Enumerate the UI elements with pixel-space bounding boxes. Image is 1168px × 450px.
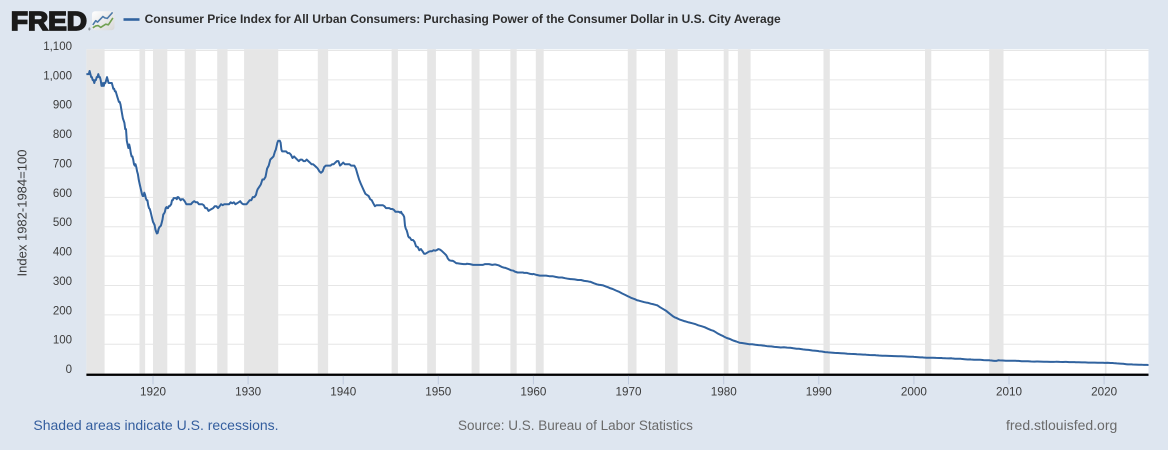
svg-text:400: 400: [53, 247, 72, 259]
svg-text:1980: 1980: [711, 385, 738, 398]
svg-text:600: 600: [53, 188, 72, 200]
svg-text:1930: 1930: [235, 385, 262, 398]
svg-text:1950: 1950: [425, 385, 452, 398]
svg-text:900: 900: [53, 100, 72, 112]
svg-text:Source: U.S. Bureau of Labor S: Source: U.S. Bureau of Labor Statistics: [458, 418, 693, 433]
svg-text:1,000: 1,000: [43, 70, 72, 82]
svg-text:Consumer Price Index for All U: Consumer Price Index for All Urban Consu…: [145, 12, 781, 26]
svg-text:1970: 1970: [615, 385, 642, 398]
svg-text:1960: 1960: [520, 385, 547, 398]
svg-text:2020: 2020: [1091, 385, 1118, 398]
svg-text:FRED: FRED: [11, 7, 87, 36]
svg-text:800: 800: [53, 129, 72, 141]
svg-text:Shaded areas indicate U.S. rec: Shaded areas indicate U.S. recessions.: [33, 417, 278, 433]
svg-text:2000: 2000: [901, 385, 928, 398]
svg-text:700: 700: [53, 158, 72, 170]
svg-text:1,100: 1,100: [43, 41, 72, 53]
svg-text:2010: 2010: [996, 385, 1023, 398]
svg-text:Index 1982-1984=100: Index 1982-1984=100: [15, 150, 30, 277]
svg-text:0: 0: [66, 364, 72, 376]
svg-text:500: 500: [53, 217, 72, 229]
svg-text:1920: 1920: [140, 385, 167, 398]
svg-text:1990: 1990: [806, 385, 833, 398]
svg-text:300: 300: [53, 276, 72, 288]
svg-text:fred.stlouisfed.org: fred.stlouisfed.org: [1006, 417, 1117, 433]
svg-text:100: 100: [53, 335, 72, 347]
svg-text:1940: 1940: [330, 385, 357, 398]
svg-text:200: 200: [53, 305, 72, 317]
svg-text:®: ®: [88, 28, 91, 32]
